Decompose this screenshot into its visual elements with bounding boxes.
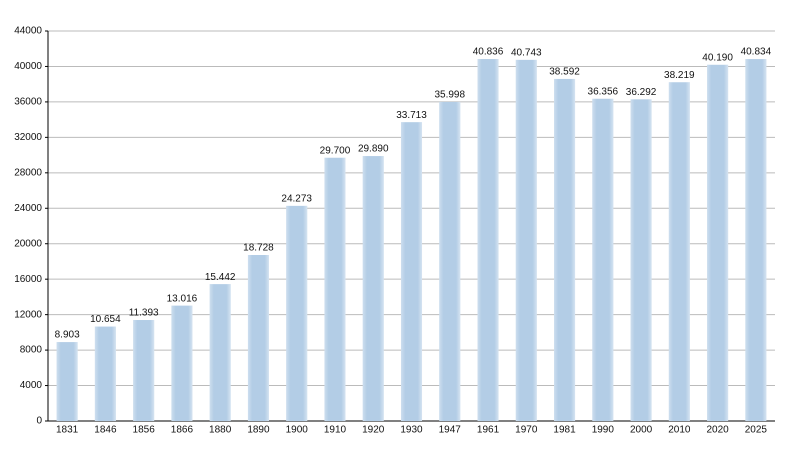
x-tick-label: 1890 [247,425,270,436]
y-tick-label: 44000 [14,26,42,37]
bar-shade [668,82,690,421]
bar-shade [592,98,614,422]
bar-shade [515,59,537,421]
bar-shade [554,78,576,422]
y-tick-label: 36000 [14,97,42,108]
value-label: 40.834 [741,47,772,58]
y-tick-label: 4000 [20,380,43,391]
x-tick-label: 2010 [668,425,691,436]
y-tick-label: 28000 [14,167,42,178]
y-tick-label: 16000 [14,274,42,285]
y-tick-label: 8000 [20,345,43,356]
bar-shade [707,64,729,422]
x-tick-label: 1920 [362,425,385,436]
bar-shade [171,305,193,421]
value-label: 18.728 [243,243,274,254]
bar-shade [247,255,269,421]
y-tick-label: 40000 [14,61,42,72]
value-label: 36.292 [626,87,657,98]
bar-shade [56,342,78,421]
x-tick-label: 1910 [324,425,347,436]
value-label: 29.890 [358,144,389,155]
value-label: 35.998 [434,90,465,101]
x-tick-label: 1831 [56,425,79,436]
bar-shade [400,122,423,421]
y-tick-label: 12000 [14,309,42,320]
x-tick-label: 1990 [592,425,615,436]
x-tick-label: 1880 [209,425,232,436]
bar-shade [209,284,231,421]
value-label: 33.713 [396,110,427,121]
x-tick-label: 1846 [94,425,117,436]
bar-shade [745,59,767,422]
bar-shade [324,157,346,421]
value-label: 36.356 [588,86,619,97]
bar-shade [630,99,652,421]
x-tick-label: 2025 [745,425,768,436]
y-tick-label: 32000 [14,132,42,143]
value-label: 24.273 [281,193,312,204]
value-label: 10.654 [90,314,121,325]
bar-shade [477,59,499,421]
value-label: 8.903 [55,330,80,341]
value-label: 38.592 [549,67,580,78]
x-tick-label: 1930 [400,425,423,436]
value-label: 38.219 [664,70,695,81]
value-label: 40.743 [511,48,542,59]
x-tick-label: 1866 [171,425,194,436]
value-label: 40.190 [702,52,733,63]
y-tick-label: 24000 [14,203,42,214]
x-tick-label: 1900 [286,425,309,436]
bar-shade [94,326,116,421]
x-tick-label: 1961 [477,425,500,436]
bar-shade [286,205,308,421]
value-label: 40.836 [473,47,504,58]
x-tick-label: 1981 [553,425,576,436]
value-label: 15.442 [205,272,236,283]
bar-shade [362,156,384,421]
x-tick-label: 2000 [630,425,653,436]
y-tick-label: 20000 [14,238,42,249]
x-tick-label: 1856 [133,425,156,436]
value-label: 13.016 [167,293,198,304]
y-tick-label: 0 [36,416,42,427]
bar-shade [133,320,155,421]
x-tick-label: 1947 [439,425,462,436]
value-label: 29.700 [320,145,351,156]
value-label: 11.393 [129,308,159,319]
x-tick-label: 2020 [706,425,729,436]
x-tick-label: 1970 [515,425,538,436]
bar-shade [439,101,461,421]
